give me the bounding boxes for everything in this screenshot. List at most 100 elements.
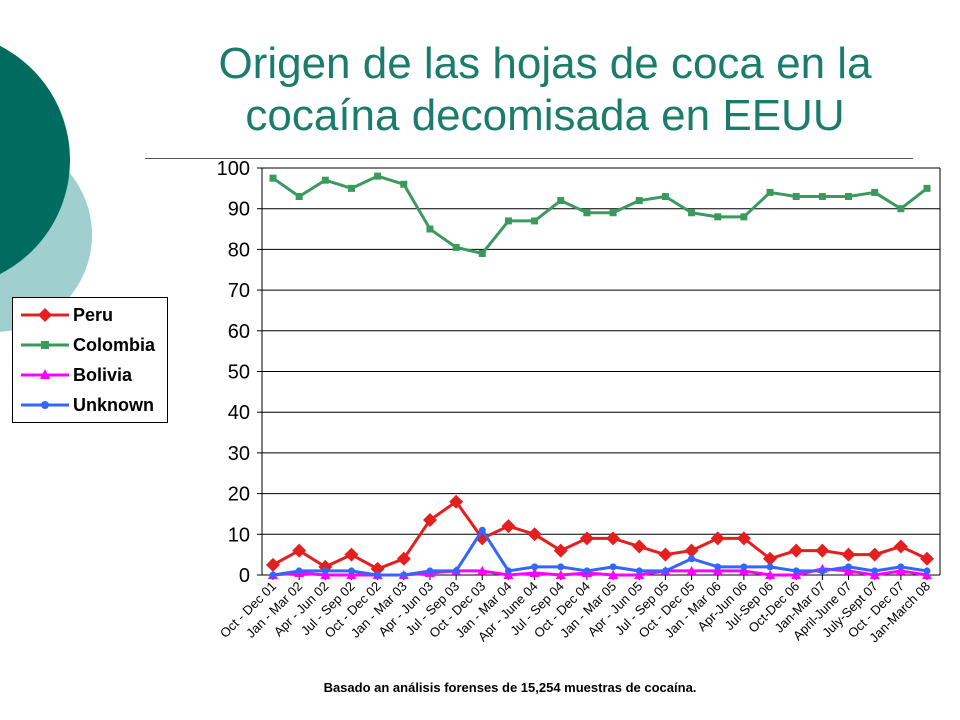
data-point-peru [684, 543, 699, 558]
data-point-peru [632, 539, 647, 554]
data-point-peru [815, 543, 830, 558]
data-point-unknown [635, 567, 643, 575]
data-point-unknown [818, 567, 826, 575]
data-point-peru [292, 543, 307, 558]
data-point-unknown [609, 563, 617, 571]
data-point-bolivia [895, 565, 906, 575]
data-point-colombia [635, 197, 643, 205]
data-point-colombia [661, 192, 669, 200]
data-point-colombia [295, 192, 303, 200]
footnote: Basado an análisis forenses de 15,254 mu… [323, 680, 697, 695]
data-point-unknown [295, 567, 303, 575]
data-point-peru [501, 519, 516, 534]
data-point-colombia [766, 188, 774, 196]
data-point-colombia [452, 243, 460, 251]
legend-item-bolivia: Bolivia [19, 364, 132, 386]
decorative-circles [0, 45, 92, 332]
data-point-unknown [766, 563, 774, 571]
data-point-colombia [792, 192, 800, 200]
data-point-colombia [347, 184, 355, 192]
data-point-colombia [740, 213, 748, 221]
data-point-colombia [557, 197, 565, 205]
data-point-peru [449, 494, 464, 509]
data-point-peru [579, 531, 594, 546]
data-point-colombia [923, 184, 931, 192]
data-point-colombia [583, 209, 591, 217]
data-point-bolivia [869, 570, 880, 579]
data-point-peru [920, 551, 934, 566]
data-point-bolivia [738, 565, 749, 575]
data-point-bolivia [529, 567, 540, 577]
data-point-unknown [426, 567, 434, 575]
y-tick-label: 10 [228, 524, 250, 546]
chart-legend: Peru Colombia Bolivia Unknown [12, 297, 168, 423]
legend-label: Bolivia [73, 364, 133, 385]
decorative-dark-circle [0, 45, 70, 275]
data-point-peru [344, 547, 359, 562]
data-point-peru [763, 551, 778, 566]
data-point-bolivia [634, 570, 645, 579]
data-point-colombia [321, 176, 329, 184]
data-point-peru [606, 531, 621, 546]
series-line-peru [272, 500, 928, 571]
data-point-colombia [478, 249, 486, 257]
legend-label: Peru [73, 304, 114, 325]
y-tick-label: 90 [228, 199, 250, 221]
data-point-bolivia [477, 565, 488, 575]
y-tick-label: 100 [217, 158, 250, 180]
data-point-colombia [714, 213, 722, 221]
legend-bolivia-swatch [21, 369, 69, 379]
data-point-peru [553, 543, 568, 558]
legend-item-colombia: Colombia [19, 334, 155, 356]
data-point-unknown [347, 567, 355, 575]
data-point-peru [396, 551, 411, 566]
data-point-colombia [374, 172, 382, 180]
y-tick-label: 70 [228, 280, 250, 302]
data-point-peru [422, 513, 437, 528]
y-tick-label: 20 [228, 484, 250, 506]
data-point-colombia [845, 192, 853, 200]
data-point-peru [736, 531, 751, 546]
data-point-unknown [321, 567, 329, 575]
data-point-colombia [818, 192, 826, 200]
data-point-peru [789, 543, 804, 558]
data-point-colombia [531, 217, 539, 225]
data-point-bolivia [791, 570, 802, 579]
data-point-unknown [871, 567, 879, 575]
data-point-unknown [557, 563, 565, 571]
data-point-bolivia [712, 565, 723, 575]
legend-label: Unknown [73, 394, 154, 415]
data-point-unknown [504, 567, 512, 575]
data-point-unknown [478, 526, 486, 534]
data-point-unknown [583, 567, 591, 575]
data-point-unknown [897, 563, 905, 571]
data-point-peru [710, 531, 725, 546]
data-point-unknown [845, 563, 853, 571]
data-point-colombia [269, 174, 277, 182]
data-point-unknown [661, 567, 669, 575]
data-point-colombia [504, 217, 512, 225]
data-point-colombia [426, 225, 434, 233]
data-point-bolivia [320, 570, 331, 579]
data-point-colombia [609, 209, 617, 217]
legend-item-peru: Peru [19, 304, 113, 326]
data-point-peru [867, 547, 882, 562]
legend-colombia-swatch [21, 341, 69, 349]
data-point-colombia [897, 205, 905, 213]
data-point-bolivia [765, 570, 776, 579]
data-point-unknown [269, 571, 277, 579]
series-line-colombia [272, 174, 928, 255]
data-point-unknown [714, 563, 722, 571]
legend-item-unknown: Unknown [19, 394, 154, 416]
y-tick-label: 50 [228, 362, 250, 384]
data-point-colombia [871, 188, 879, 196]
data-point-colombia [400, 180, 408, 188]
data-point-bolivia [686, 565, 697, 575]
data-point-bolivia [608, 570, 619, 579]
y-tick-label: 80 [228, 239, 250, 261]
data-point-unknown [792, 567, 800, 575]
data-point-bolivia [555, 570, 566, 579]
data-point-unknown [400, 571, 408, 579]
y-tick-label: 0 [239, 565, 250, 587]
